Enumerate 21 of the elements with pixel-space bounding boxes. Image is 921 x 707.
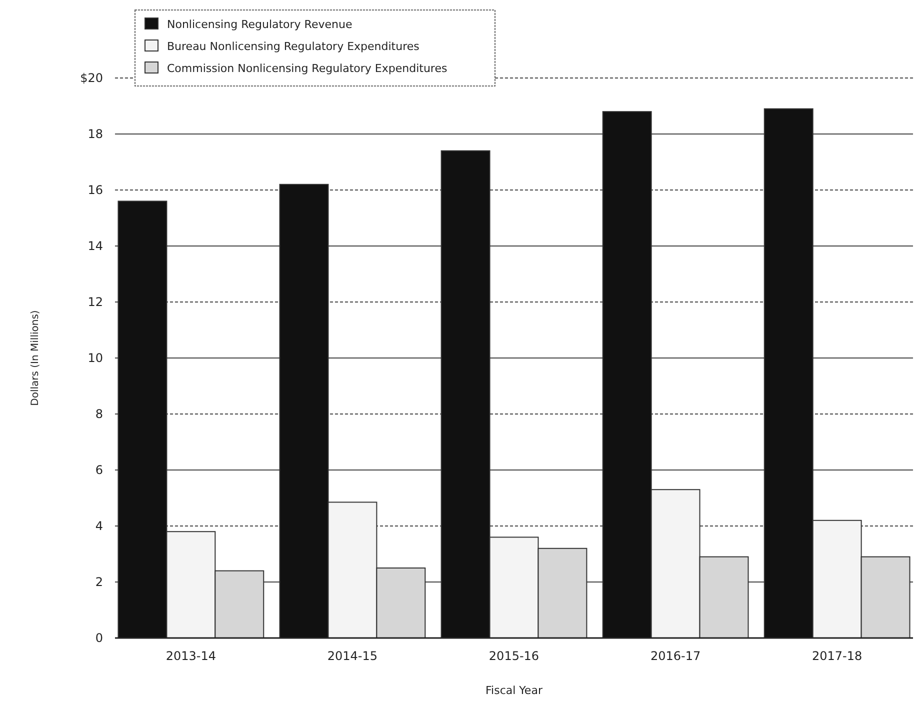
x-tick-label: 2016-17 bbox=[650, 649, 701, 663]
x-axis-title: Fiscal Year bbox=[486, 684, 543, 697]
y-tick-label: 18 bbox=[88, 127, 103, 142]
y-tick-label: 0 bbox=[95, 631, 103, 646]
x-tick-label: 2017-18 bbox=[812, 649, 862, 663]
y-tick-label: 16 bbox=[88, 183, 103, 198]
y-tick-label: 4 bbox=[95, 519, 103, 534]
y-tick-label: $20 bbox=[80, 71, 103, 86]
legend-label: Commission Nonlicensing Regulatory Expenditures bbox=[167, 62, 448, 75]
y-tick-label: 6 bbox=[95, 463, 103, 478]
y-tick-label: 2 bbox=[95, 575, 103, 590]
x-tick-label: 2014-15 bbox=[327, 649, 378, 663]
legend-label: Bureau Nonlicensing Regulatory Expenditures bbox=[167, 40, 420, 53]
x-tick-label: 2013-14 bbox=[166, 649, 216, 663]
y-tick-label: 8 bbox=[95, 407, 103, 422]
y-tick-label: 14 bbox=[88, 239, 103, 254]
legend-label: Nonlicensing Regulatory Revenue bbox=[167, 18, 352, 31]
x-tick-label: 2015-16 bbox=[488, 649, 540, 663]
y-axis-title: Dollars (In Millions) bbox=[30, 310, 41, 406]
y-tick-label: 10 bbox=[88, 351, 103, 366]
y-tick-label: 12 bbox=[88, 295, 103, 310]
